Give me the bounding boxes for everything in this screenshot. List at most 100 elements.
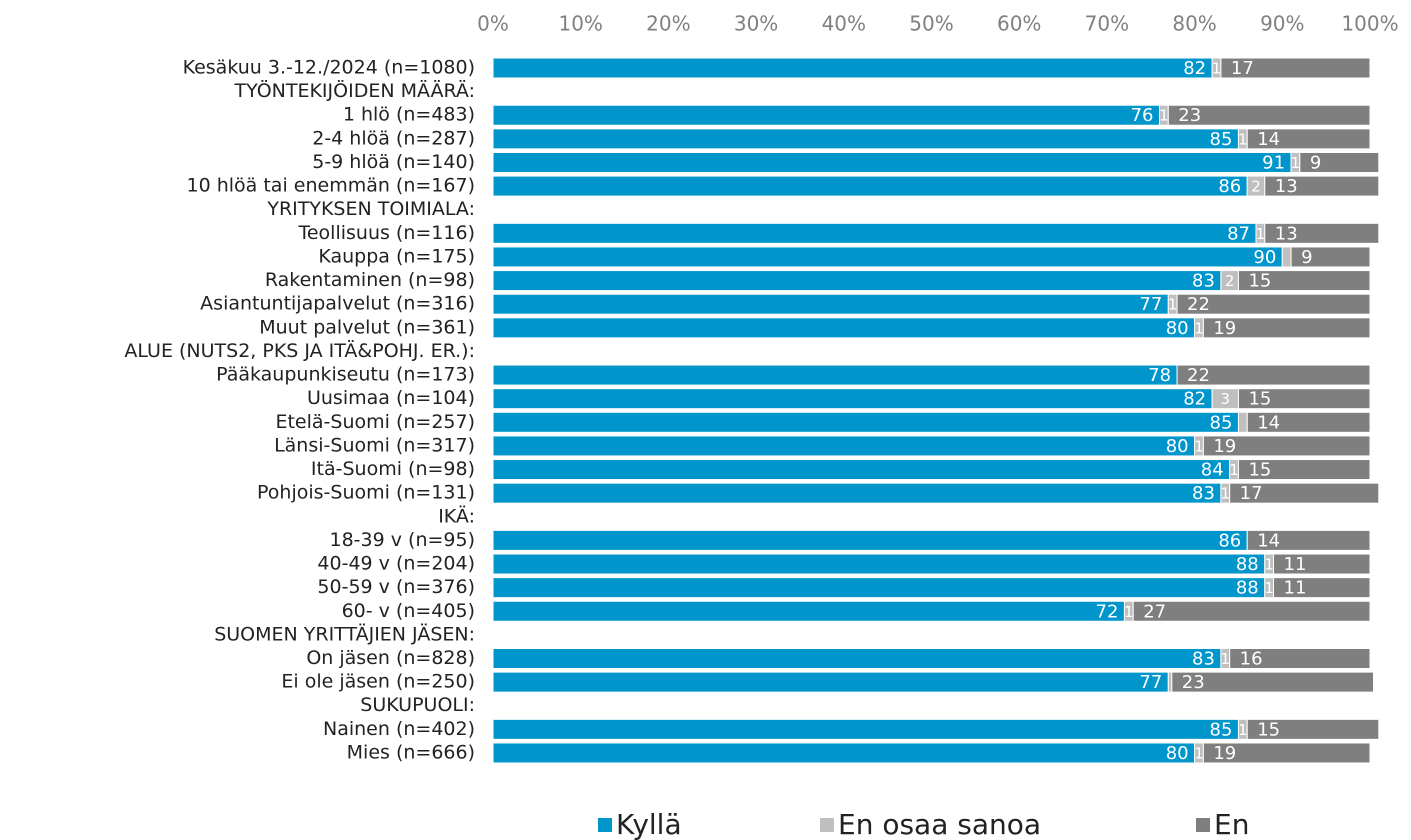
bar-segment <box>492 671 1169 693</box>
data-label: 85 <box>1210 719 1233 740</box>
bar-segment <box>492 529 1248 551</box>
data-label: 9 <box>1301 247 1312 268</box>
bar-segment <box>492 388 1213 410</box>
data-label: 1 <box>1194 437 1204 455</box>
bar-segment <box>1171 671 1375 693</box>
x-tick-label: 40% <box>822 12 866 36</box>
bar-segment <box>492 648 1222 669</box>
bar-segment <box>492 246 1283 268</box>
data-label: 15 <box>1257 719 1280 740</box>
bar-segment <box>1176 364 1371 386</box>
data-label: 1 <box>1238 130 1248 148</box>
data-label: 15 <box>1248 271 1271 292</box>
bar-segment <box>492 600 1125 622</box>
bar-segment <box>1167 104 1371 126</box>
category-label: Pääkaupunkiseutu (n=173) <box>216 364 475 386</box>
data-label: 19 <box>1213 436 1236 457</box>
category-label: SUKUPUOLI: <box>360 694 475 716</box>
legend-label: Kyllä <box>616 808 682 840</box>
legend-label: En <box>1214 808 1249 840</box>
x-tick-label: 10% <box>558 12 602 36</box>
data-label: 88 <box>1236 578 1259 599</box>
category-label: SUOMEN YRITTÄJIEN JÄSEN: <box>214 622 475 645</box>
bar-segment <box>1290 246 1371 268</box>
legend-swatch <box>598 818 612 832</box>
bar-segment <box>492 718 1239 740</box>
category-label: Muut palvelut (n=361) <box>259 316 475 338</box>
bar-segment <box>1237 270 1371 292</box>
data-label: 80 <box>1166 743 1189 764</box>
category-label: 1 hlö (n=483) <box>343 104 475 126</box>
data-label: 14 <box>1257 412 1280 433</box>
x-tick-label: 70% <box>1085 12 1129 36</box>
data-label: 1 <box>1291 154 1301 172</box>
x-tick-label: 30% <box>734 12 778 36</box>
bar-segment <box>1273 553 1371 575</box>
category-label: Ei ole jäsen (n=250) <box>281 671 475 693</box>
bar-segment <box>1237 459 1371 481</box>
category-label: IKÄ: <box>438 504 475 527</box>
bar-segment <box>1229 648 1371 669</box>
category-label: Uusimaa (n=104) <box>307 387 475 409</box>
bar-segment <box>1264 175 1380 197</box>
legend-label: En osaa sanoa <box>838 808 1041 840</box>
category-label: Asiantuntijapalvelut (n=316) <box>200 293 475 315</box>
data-label: 15 <box>1248 460 1271 481</box>
bar-segment <box>492 577 1266 599</box>
data-label: 86 <box>1218 176 1241 197</box>
data-label: 15 <box>1248 389 1271 410</box>
data-label: 76 <box>1131 105 1154 126</box>
data-label: 84 <box>1201 460 1224 481</box>
data-label: 16 <box>1240 649 1263 670</box>
data-label: 78 <box>1148 365 1171 386</box>
category-label: Kauppa (n=175) <box>318 245 475 267</box>
data-label: 85 <box>1210 412 1233 433</box>
data-label: 77 <box>1139 294 1162 315</box>
bar-segment <box>1202 317 1371 339</box>
bar-segment <box>1237 388 1371 410</box>
data-label: 1 <box>1194 319 1204 337</box>
data-label: 1 <box>1229 461 1239 479</box>
category-label: Rakentaminen (n=98) <box>265 269 475 291</box>
data-label: 23 <box>1178 105 1201 126</box>
bar-segment <box>1299 151 1380 173</box>
data-label: 22 <box>1187 294 1210 315</box>
category-label: ALUE (NUTS2, PKS JA ITÄ&POHJ. ER.): <box>124 339 475 362</box>
bar-segment <box>492 104 1161 126</box>
x-tick-label: 90% <box>1260 12 1304 36</box>
data-label: 2 <box>1251 178 1261 196</box>
data-label: 13 <box>1275 176 1298 197</box>
data-label: 1 <box>1221 650 1231 668</box>
data-label: 11 <box>1284 578 1307 599</box>
category-label: YRITYKSEN TOIMIALA: <box>266 198 475 220</box>
bar-segment <box>492 151 1292 173</box>
data-label: 1 <box>1256 225 1266 243</box>
data-label: 19 <box>1213 743 1236 764</box>
data-label: 27 <box>1143 601 1166 622</box>
category-label: TYÖNTEKIJÖIDEN MÄÄRÄ: <box>234 79 475 102</box>
bar-segment <box>1273 577 1371 599</box>
bar-segment <box>1246 718 1380 740</box>
data-label: 14 <box>1257 530 1280 551</box>
data-label: 1 <box>1168 296 1178 314</box>
data-label: 1 <box>1124 603 1134 621</box>
data-label: 72 <box>1096 601 1119 622</box>
data-label: 88 <box>1236 554 1259 575</box>
category-label: Kesäkuu 3.-12./2024 (n=1080) <box>183 57 475 79</box>
category-label: Etelä-Suomi (n=257) <box>275 411 475 433</box>
data-label: 82 <box>1183 58 1206 79</box>
category-label: 50-59 v (n=376) <box>317 576 475 598</box>
category-label: 2-4 hlöä (n=287) <box>312 127 475 149</box>
category-label: 10 hlöä tai enemmän (n=167) <box>187 175 475 197</box>
x-tick-label: 100% <box>1341 12 1398 36</box>
bar-segment <box>1246 128 1371 150</box>
bar-segment <box>492 459 1231 481</box>
data-label: 82 <box>1183 389 1206 410</box>
bar-segment <box>492 270 1222 292</box>
data-label: 1 <box>1212 60 1222 78</box>
data-label: 19 <box>1213 318 1236 339</box>
data-label: 22 <box>1187 365 1210 386</box>
data-label: 86 <box>1218 530 1241 551</box>
data-label: 1 <box>1264 579 1274 597</box>
